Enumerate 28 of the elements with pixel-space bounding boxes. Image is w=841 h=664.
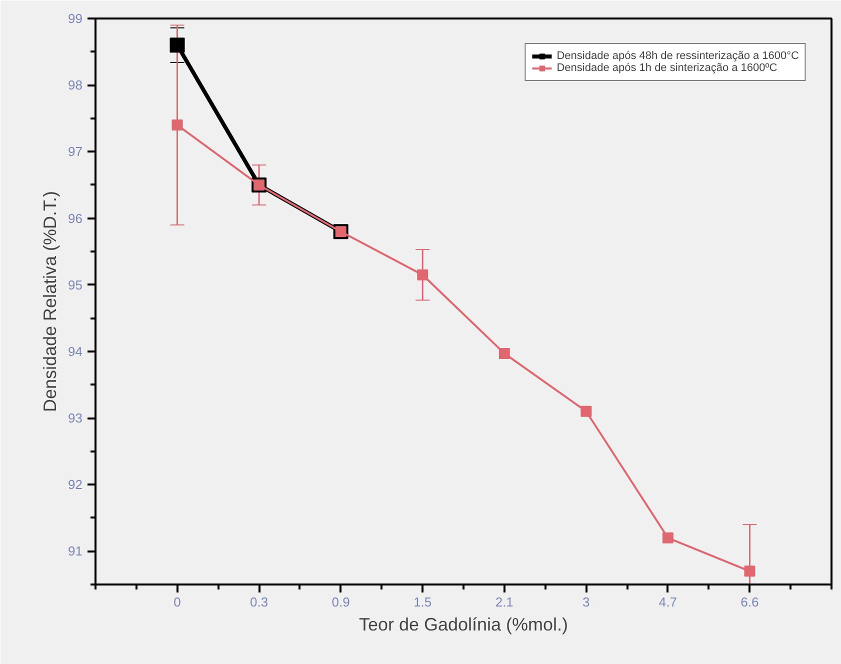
y-tick-label: 97 bbox=[68, 144, 83, 160]
point bbox=[172, 120, 183, 131]
x-tick-label: 0 bbox=[174, 594, 181, 610]
point bbox=[744, 566, 756, 577]
x-tick-label: 0.9 bbox=[332, 594, 350, 610]
x-tick-label: 2.1 bbox=[495, 594, 514, 610]
point bbox=[662, 532, 674, 544]
y-tick-label: 93 bbox=[68, 410, 83, 426]
legend-label: Densidade após 1h de sinterização a 1600ºC bbox=[556, 62, 778, 74]
x-tick-label: 0.3 bbox=[250, 594, 268, 610]
y-tick-label: 91 bbox=[68, 544, 83, 559]
x-tick-label: 4.7 bbox=[658, 594, 677, 610]
y-tick-label: 99 bbox=[68, 11, 83, 26]
y-tick-label: 96 bbox=[68, 210, 83, 226]
point bbox=[170, 38, 185, 53]
y-tick-label: 94 bbox=[68, 344, 83, 359]
point bbox=[498, 348, 510, 359]
y-tick-label: 92 bbox=[68, 477, 83, 492]
x-tick-label: 6.6 bbox=[740, 594, 759, 610]
legend-label: Densidade após 48h de ressinterização a 1600°C bbox=[556, 50, 799, 62]
y-tick-label: 95 bbox=[68, 277, 83, 292]
y-tick-label: 98 bbox=[68, 78, 83, 93]
x-axis-title: Teor de Gadolínia (%mol.) bbox=[358, 614, 568, 634]
point bbox=[580, 406, 592, 417]
x-tick-label: 1.5 bbox=[414, 594, 432, 610]
y-axis-title: Densidade Relativa (%D.T.) bbox=[40, 190, 60, 412]
point bbox=[417, 269, 428, 280]
x-tick-label: 3 bbox=[582, 594, 590, 610]
